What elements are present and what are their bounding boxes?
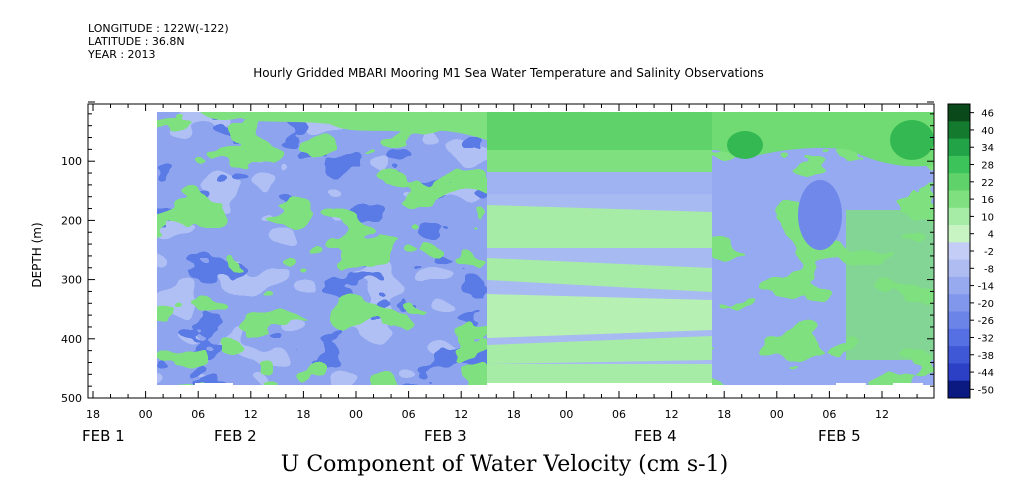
colorbar-swatch — [948, 380, 970, 399]
date-label: FEB 1 — [82, 427, 125, 445]
colorbar-label: -26 — [978, 316, 994, 327]
date-label: FEB 5 — [818, 427, 861, 445]
x-tick-label: 18 — [296, 408, 310, 421]
x-tick-label: 00 — [139, 408, 153, 421]
colorbar-label: 16 — [981, 195, 994, 206]
x-tick-label: 18 — [86, 408, 100, 421]
colorbar-label: -14 — [978, 282, 994, 293]
colorbar-swatch — [948, 242, 970, 261]
colorbar-swatch — [948, 138, 970, 157]
region-feb4-feb5 — [712, 112, 934, 385]
y-tick-label: 400 — [61, 333, 82, 346]
colorbar-swatch — [948, 225, 970, 243]
colorbar-label: 28 — [981, 161, 994, 172]
colorbar-label: 10 — [981, 212, 994, 223]
x-axis-title: U Component of Water Velocity (cm s-1) — [280, 452, 729, 477]
y-tick-label: 100 — [61, 155, 82, 168]
y-tick-label: 500 — [61, 392, 82, 405]
x-tick-label: 00 — [770, 408, 784, 421]
latitude-label: LATITUDE : 36.8N — [88, 35, 185, 48]
colorbar-swatch — [948, 104, 970, 122]
x-tick-label: 12 — [665, 408, 679, 421]
x-tick-label: 06 — [822, 408, 836, 421]
colorbar-label: -38 — [978, 351, 994, 362]
year-label: YEAR : 2013 — [88, 48, 156, 61]
colorbar-swatch — [948, 311, 970, 330]
colorbar-label: 4 — [988, 230, 994, 241]
colorbar-swatch — [948, 328, 970, 347]
colorbar-swatch — [948, 294, 970, 313]
x-tick-label: 06 — [612, 408, 626, 421]
colorbar-label: -44 — [978, 368, 994, 379]
x-tick-label: 00 — [349, 408, 363, 421]
colorbar-swatch — [948, 121, 970, 140]
colorbar-swatch — [948, 207, 970, 226]
longitude-label: LONGITUDE : 122W(-122) — [88, 22, 229, 35]
colorbar-label: 34 — [981, 143, 994, 154]
colorbar-label: -20 — [978, 299, 994, 310]
colorbar-label: 22 — [981, 178, 994, 189]
metadata-block: LONGITUDE : 122W(-122) LATITUDE : 36.8N … — [88, 22, 229, 61]
x-tick-label: 12 — [244, 408, 258, 421]
x-tick-label: 06 — [402, 408, 416, 421]
y-tick-label: 200 — [61, 214, 82, 227]
colorbar-swatch — [948, 155, 970, 174]
colorbar-label: -32 — [978, 333, 994, 344]
x-tick-label: 00 — [559, 408, 573, 421]
x-axis: 18 00 06 12 18 00 06 12 18 00 06 12 18 00 06 12 FEB 1 FEB… — [82, 104, 918, 445]
colorbar-label: 46 — [981, 109, 994, 120]
colorbar-swatch — [948, 363, 970, 382]
chart-title-text: Hourly Gridded MBARI Mooring M1 Sea Wate… — [253, 66, 764, 80]
plot-frame — [87, 103, 935, 399]
colorbar-label: 40 — [981, 126, 994, 137]
date-label: FEB 3 — [424, 427, 467, 445]
date-label: FEB 2 — [214, 427, 257, 445]
x-tick-label: 18 — [717, 408, 731, 421]
colorbar-swatch — [948, 259, 970, 278]
colorbar-swatch — [948, 190, 970, 209]
region-feb3-feb4 — [487, 112, 712, 385]
colorbar-label: -2 — [984, 247, 994, 258]
heatmap-field — [157, 112, 934, 389]
colorbar: 46 40 34 28 22 16 10 4 -2 -8 -14 -20 -26 -32 -38 -44 -50 — [947, 103, 994, 399]
y-tick-label: 300 — [61, 274, 82, 287]
date-label: FEB 4 — [634, 427, 677, 445]
colorbar-swatch — [948, 276, 970, 295]
x-tick-label: 18 — [507, 408, 521, 421]
chart-title: Hourly Gridded MBARI Mooring M1 Sea Wate… — [0, 66, 1009, 80]
colorbar-swatch — [948, 346, 970, 364]
x-tick-label: 12 — [875, 408, 889, 421]
x-tick-label: 12 — [454, 408, 468, 421]
colorbar-label: -50 — [978, 385, 994, 396]
y-axis: 100 200 300 400 500 — [61, 101, 934, 405]
colorbar-swatch — [948, 173, 970, 191]
colorbar-label: -8 — [984, 264, 994, 275]
y-axis-label: DEPTH (m) — [30, 222, 44, 287]
x-tick-label: 06 — [191, 408, 205, 421]
